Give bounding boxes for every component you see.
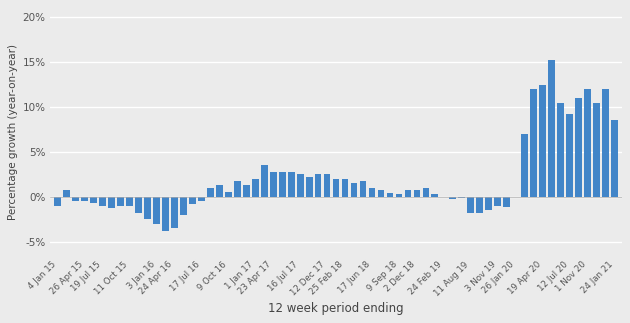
Bar (180, 197, 186, 214)
Bar (539, 85, 546, 197)
Bar (396, 194, 403, 197)
Bar (81, 197, 88, 201)
Bar (126, 197, 133, 206)
Bar (207, 188, 214, 197)
Bar (315, 174, 321, 197)
Bar (485, 197, 492, 210)
Bar (449, 197, 456, 199)
Bar (189, 197, 196, 204)
Bar (324, 174, 331, 197)
Bar (261, 165, 268, 197)
X-axis label: 12 week period ending: 12 week period ending (268, 302, 404, 315)
Bar (459, 197, 465, 198)
Bar (476, 197, 483, 213)
Bar (279, 172, 285, 197)
Bar (90, 197, 97, 203)
Bar (135, 197, 142, 213)
Bar (225, 192, 232, 197)
Bar (404, 190, 411, 197)
Bar (351, 183, 357, 197)
Bar (575, 98, 582, 197)
Bar (144, 197, 151, 219)
Bar (360, 182, 367, 197)
Bar (530, 89, 537, 197)
Bar (72, 197, 79, 201)
Bar (593, 102, 600, 197)
Bar (108, 197, 115, 208)
Bar (495, 197, 501, 206)
Bar (602, 89, 609, 197)
Bar (333, 179, 340, 197)
Bar (341, 179, 348, 197)
Bar (153, 197, 160, 224)
Bar (117, 197, 124, 206)
Bar (503, 197, 510, 207)
Bar (297, 174, 304, 197)
Bar (63, 190, 70, 197)
Bar (288, 172, 295, 197)
Bar (413, 190, 420, 197)
Bar (557, 102, 564, 197)
Bar (234, 181, 241, 197)
Bar (521, 134, 528, 197)
Bar (387, 193, 393, 197)
Bar (611, 120, 618, 197)
Bar (377, 190, 384, 197)
Y-axis label: Percentage growth (year-on-year): Percentage growth (year-on-year) (8, 44, 18, 220)
Bar (54, 197, 61, 206)
Bar (216, 185, 222, 197)
Bar (467, 197, 474, 213)
Bar (369, 188, 375, 197)
Bar (99, 197, 106, 206)
Bar (171, 197, 178, 228)
Bar (306, 177, 312, 197)
Bar (566, 114, 573, 197)
Bar (243, 185, 249, 197)
Bar (548, 60, 555, 197)
Bar (584, 89, 591, 197)
Bar (162, 197, 169, 231)
Bar (432, 194, 438, 197)
Bar (198, 197, 205, 201)
Bar (270, 172, 277, 197)
Bar (252, 179, 259, 197)
Bar (423, 188, 429, 197)
